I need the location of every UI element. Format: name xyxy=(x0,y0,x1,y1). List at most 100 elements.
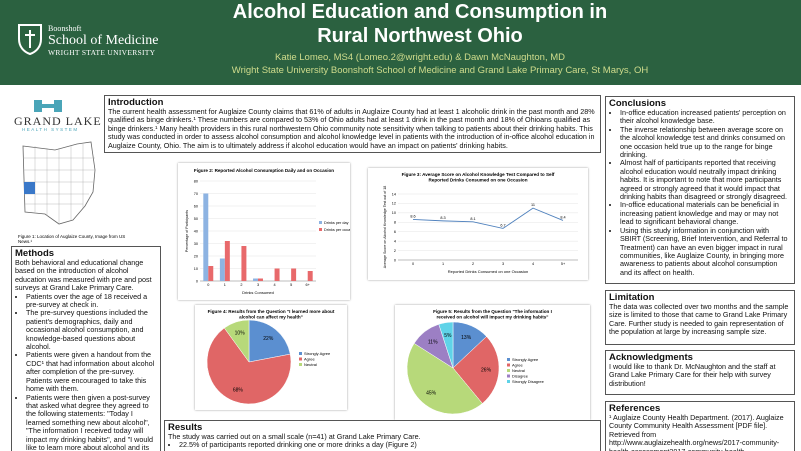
y-tick-label: 60 xyxy=(194,204,198,208)
y-tick-label: 0 xyxy=(196,279,198,283)
logo-text: Boonshoft School of Medicine WRIGHT STAT… xyxy=(48,24,158,57)
y-tick-label: 14 xyxy=(392,192,396,196)
paragraph: ¹ Auglaize County Health Department. (20… xyxy=(609,413,784,451)
bullets: In-office education increased patients' … xyxy=(609,108,791,277)
figure-3: Figure 3: Average Score on Alcohol Knowl… xyxy=(368,168,588,280)
value-label: 45% xyxy=(426,390,437,396)
y-tick-label: 40 xyxy=(194,229,198,233)
heading: References xyxy=(609,403,661,414)
paragraph: I would like to thank Dr. McNaughton and… xyxy=(609,362,776,388)
bullet: Using this study information in conjunct… xyxy=(620,226,791,277)
x-tick-label: 4 xyxy=(274,283,276,287)
bullet: Patients over the age of 18 received a p… xyxy=(26,292,157,310)
y-tick-label: 12 xyxy=(392,202,396,206)
legend-label: Agree xyxy=(304,356,315,361)
bullet: Patients were then given a post-survey t… xyxy=(26,393,157,451)
x-tick-label: 1 xyxy=(224,283,226,287)
bar xyxy=(241,246,247,281)
pie-slice xyxy=(452,336,500,404)
x-tick-label: 2 xyxy=(472,262,474,266)
logo-line: WRIGHT STATE UNIVERSITY xyxy=(48,48,156,57)
value-label: 8.4 xyxy=(560,215,565,219)
value-label: 6.7 xyxy=(500,223,505,227)
bar xyxy=(219,258,225,281)
affiliation: Wright State University Boonshoft School… xyxy=(231,65,649,76)
value-label: 26% xyxy=(481,368,492,374)
legend-swatch xyxy=(319,221,322,224)
heading: Conclusions xyxy=(609,98,667,109)
auglaize-county xyxy=(24,182,35,194)
bar xyxy=(253,278,258,281)
x-tick-label: 3 xyxy=(257,283,259,287)
legend-swatch xyxy=(299,357,302,361)
y-tick-label: 10 xyxy=(194,267,198,271)
x-axis-label: Reported Drinks Consumed on one Occasion xyxy=(448,269,529,274)
figure-title: Figure 2: Reported Alcohol Consumption D… xyxy=(194,168,334,173)
header: Boonshoft School of Medicine WRIGHT STAT… xyxy=(0,0,801,85)
limitation-box: Limitation The data was collected over t… xyxy=(605,290,795,345)
figure-title: Figure 3: Average Score on Alcohol Knowl… xyxy=(402,172,555,183)
figure-4: Figure 4: Results from the Question "I l… xyxy=(195,305,347,410)
gl-icon xyxy=(34,100,62,112)
y-axis-label: Percentage of Participants xyxy=(185,210,189,252)
pie-slice xyxy=(438,321,454,369)
legend-label: Strongly Agree xyxy=(304,351,331,356)
gl-name: GRAND LAKE xyxy=(14,114,102,128)
references-box: References ¹ Auglaize County Health Depa… xyxy=(605,401,795,451)
bar xyxy=(258,278,263,281)
x-tick-label: 4 xyxy=(532,262,534,266)
bullets: 22.5% of participants reported drinking … xyxy=(168,440,597,449)
line xyxy=(412,207,564,229)
figure-2: Figure 2: Reported Alcohol Consumption D… xyxy=(178,163,350,300)
value-label: 8.1 xyxy=(470,217,475,221)
legend-swatch xyxy=(507,363,510,367)
x-tick-label: 5 xyxy=(290,283,292,287)
legend-label: Drinks per day xyxy=(324,221,349,225)
ohio-map xyxy=(22,141,96,225)
value-label: 8.3 xyxy=(440,216,445,220)
paragraph: The study was carried out on a small sca… xyxy=(168,432,421,441)
bar xyxy=(224,241,230,281)
legend-label: Agree xyxy=(512,362,523,367)
value-label: 68% xyxy=(233,388,244,394)
introduction-box: Introduction The current health assessme… xyxy=(104,95,601,153)
gl-sub: HEALTH SYSTEM xyxy=(22,127,79,132)
heading: Introduction xyxy=(108,97,164,108)
y-tick-label: 6 xyxy=(394,230,396,234)
conclusions-box: Conclusions In-office education increase… xyxy=(605,96,795,284)
heading: Acknowledgments xyxy=(609,352,693,363)
x-tick-label: 5+ xyxy=(561,262,566,266)
figure-title: Figure 5: Results from the Question "The… xyxy=(433,309,552,320)
pie-slice xyxy=(223,319,250,363)
map-caption: Figure 1: Location of Auglaize County, I… xyxy=(18,234,126,244)
legend-label: Disagree xyxy=(512,373,529,378)
x-tick-label: 1 xyxy=(442,262,444,266)
value-label: 22% xyxy=(263,336,274,342)
value-label: 11 xyxy=(531,203,535,207)
bullet: In-office educational materials can be b… xyxy=(620,201,791,226)
bar xyxy=(274,268,280,281)
heading: Results xyxy=(168,422,203,433)
legend-label: Strongly Disagree xyxy=(512,379,545,384)
y-tick-label: 10 xyxy=(392,211,396,215)
legend-label: Drinks per occasion xyxy=(324,228,350,232)
authors: Katie Lomeo, MS4 (Lomeo.2@wright.edu) & … xyxy=(274,52,566,63)
paragraph: Both behavioral and educational change b… xyxy=(15,258,152,293)
value-label: 8.6 xyxy=(410,214,415,218)
legend-swatch xyxy=(507,358,510,361)
figure-5: Figure 5: Results from the Question "The… xyxy=(395,305,590,420)
legend-label: Neutral xyxy=(304,362,317,367)
bar xyxy=(291,268,297,281)
heading: Limitation xyxy=(609,292,655,303)
bullet: The pre-survey questions included the pa… xyxy=(26,309,157,351)
heading: Methods xyxy=(15,248,55,259)
legend-swatch xyxy=(299,352,302,355)
y-tick-label: 2 xyxy=(394,249,396,253)
x-tick-label: 6+ xyxy=(306,283,311,287)
figure-title: Figure 4: Results from the Question "I l… xyxy=(208,309,335,320)
legend-swatch xyxy=(507,369,510,372)
y-tick-label: 80 xyxy=(194,179,198,183)
pie-slice xyxy=(406,343,483,415)
y-tick-label: 30 xyxy=(194,242,198,246)
